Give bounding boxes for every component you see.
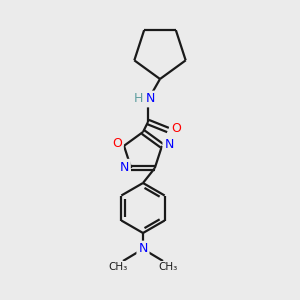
Text: CH₃: CH₃ [108,262,128,272]
Text: N: N [164,138,174,151]
Text: N: N [138,242,148,256]
Text: N: N [120,161,129,174]
Text: O: O [171,122,181,136]
Text: H: H [133,92,143,104]
Text: N: N [145,92,155,106]
Text: CH₃: CH₃ [158,262,178,272]
Text: O: O [112,137,122,150]
